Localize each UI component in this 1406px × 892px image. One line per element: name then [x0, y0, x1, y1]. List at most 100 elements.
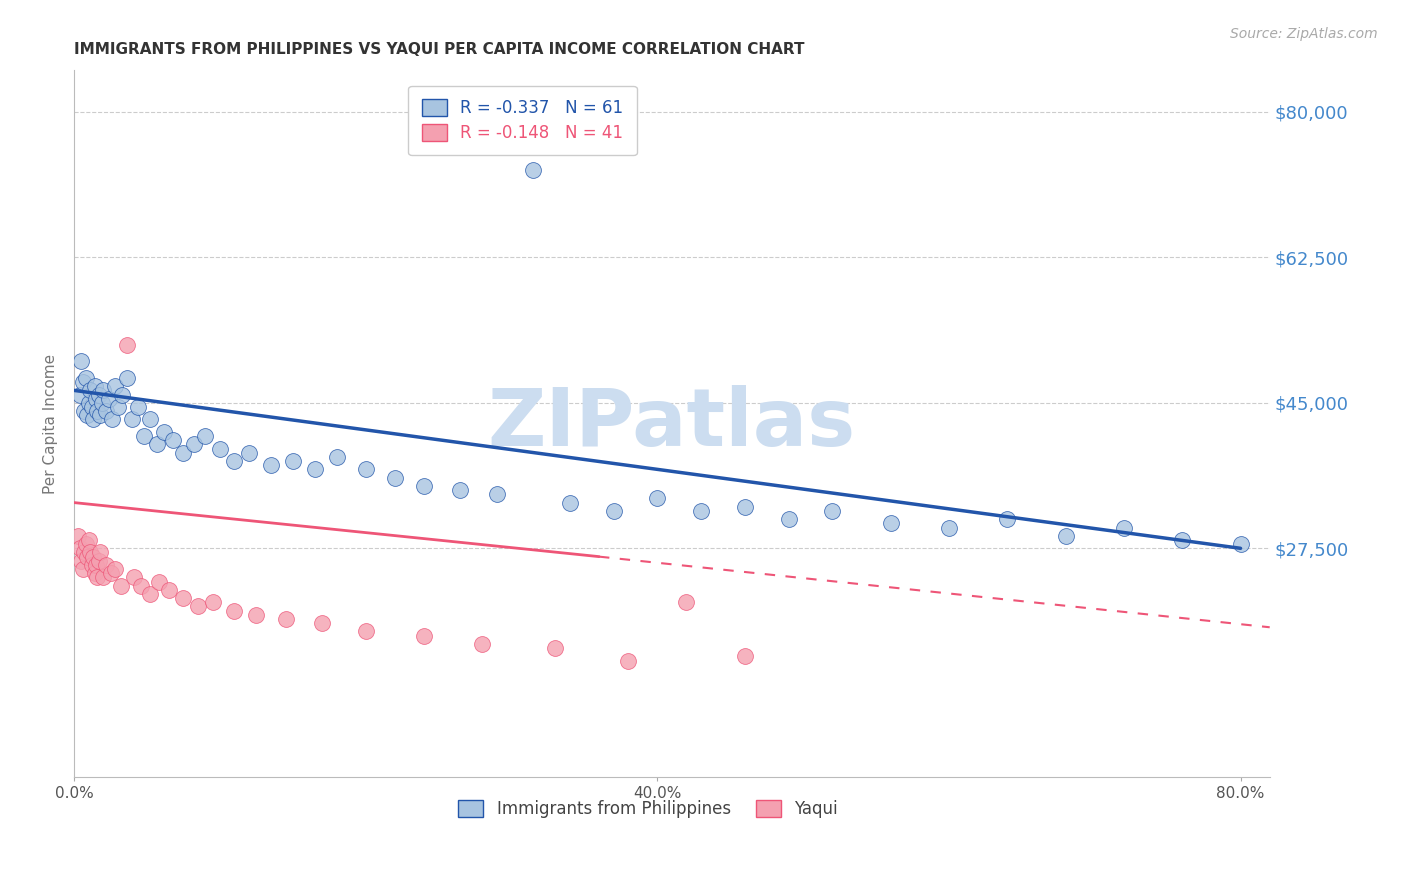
- Point: [121, 412, 143, 426]
- Point: [157, 582, 180, 597]
- Point: [127, 400, 149, 414]
- Point: [76, 549, 98, 564]
- Point: [260, 458, 283, 473]
- Point: [647, 491, 669, 506]
- Point: [690, 504, 713, 518]
- Point: [485, 487, 508, 501]
- Point: [1171, 533, 1194, 547]
- Point: [938, 520, 960, 534]
- Point: [96, 558, 118, 572]
- Point: [208, 442, 231, 456]
- Point: [522, 163, 544, 178]
- Point: [82, 412, 104, 426]
- Point: [101, 412, 124, 426]
- Point: [107, 400, 129, 414]
- Point: [413, 629, 436, 643]
- Point: [77, 396, 100, 410]
- Point: [89, 545, 111, 559]
- Point: [73, 545, 96, 559]
- Point: [734, 649, 756, 664]
- Point: [602, 504, 624, 518]
- Point: [83, 566, 105, 581]
- Point: [72, 562, 94, 576]
- Point: [558, 495, 581, 509]
- Text: IMMIGRANTS FROM PHILIPPINES VS YAQUI PER CAPITA INCOME CORRELATION CHART: IMMIGRANTS FROM PHILIPPINES VS YAQUI PER…: [75, 42, 804, 57]
- Point: [100, 566, 122, 581]
- Point: [734, 500, 756, 514]
- Point: [413, 479, 436, 493]
- Legend: Immigrants from Philippines, Yaqui: Immigrants from Philippines, Yaqui: [451, 794, 845, 825]
- Point: [325, 450, 347, 464]
- Point: [122, 570, 145, 584]
- Point: [172, 591, 194, 606]
- Point: [450, 483, 472, 497]
- Point: [80, 558, 103, 572]
- Point: [86, 404, 108, 418]
- Point: [70, 554, 93, 568]
- Point: [90, 396, 112, 410]
- Point: [617, 653, 640, 667]
- Point: [1229, 537, 1251, 551]
- Point: [384, 471, 406, 485]
- Point: [1112, 520, 1135, 534]
- Point: [82, 549, 104, 564]
- Point: [83, 379, 105, 393]
- Point: [104, 562, 127, 576]
- Point: [281, 454, 304, 468]
- Point: [69, 541, 91, 556]
- Point: [67, 529, 90, 543]
- Point: [69, 387, 91, 401]
- Text: ZIPatlas: ZIPatlas: [488, 384, 856, 463]
- Text: Source: ZipAtlas.com: Source: ZipAtlas.com: [1230, 27, 1378, 41]
- Point: [75, 371, 97, 385]
- Point: [111, 387, 134, 401]
- Point: [995, 512, 1018, 526]
- Point: [675, 595, 697, 609]
- Point: [187, 599, 209, 614]
- Point: [84, 392, 107, 406]
- Point: [87, 387, 110, 401]
- Point: [73, 404, 96, 418]
- Point: [224, 454, 246, 468]
- Point: [115, 371, 138, 385]
- Point: [821, 504, 844, 518]
- Point: [72, 375, 94, 389]
- Point: [194, 429, 217, 443]
- Point: [75, 537, 97, 551]
- Point: [471, 637, 494, 651]
- Point: [304, 462, 326, 476]
- Point: [110, 579, 132, 593]
- Point: [201, 595, 224, 609]
- Point: [87, 554, 110, 568]
- Point: [129, 579, 152, 593]
- Point: [79, 545, 101, 559]
- Point: [311, 616, 333, 631]
- Point: [274, 612, 297, 626]
- Point: [91, 570, 114, 584]
- Point: [91, 384, 114, 398]
- Point: [79, 384, 101, 398]
- Point: [354, 462, 377, 476]
- Point: [115, 337, 138, 351]
- Point: [172, 446, 194, 460]
- Point: [778, 512, 800, 526]
- Point: [104, 379, 127, 393]
- Point: [76, 409, 98, 423]
- Point: [86, 570, 108, 584]
- Point: [139, 587, 162, 601]
- Point: [80, 400, 103, 414]
- Point: [354, 624, 377, 639]
- Point: [1054, 529, 1077, 543]
- Point: [238, 446, 260, 460]
- Point: [96, 404, 118, 418]
- Point: [70, 354, 93, 368]
- Point: [132, 429, 155, 443]
- Y-axis label: Per Capita Income: Per Capita Income: [44, 353, 58, 493]
- Point: [146, 437, 169, 451]
- Point: [162, 434, 184, 448]
- Point: [153, 425, 176, 439]
- Point: [544, 641, 567, 656]
- Point: [183, 437, 205, 451]
- Point: [245, 607, 267, 622]
- Point: [84, 558, 107, 572]
